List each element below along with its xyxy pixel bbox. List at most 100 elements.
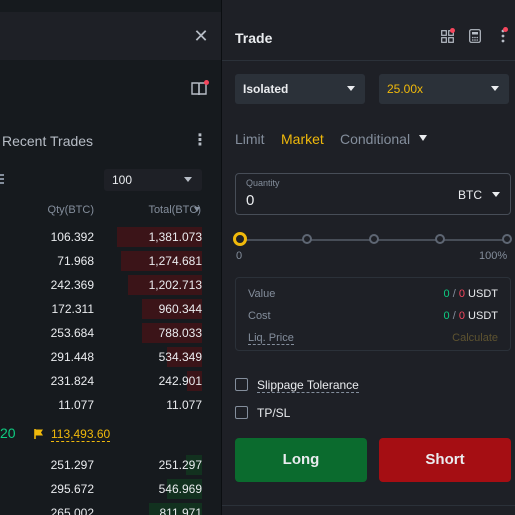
ask-total: 960.344 <box>158 302 202 316</box>
tab-market[interactable]: Market <box>281 131 324 147</box>
qty-column-header: Qty(BTC) <box>47 204 94 216</box>
bid-total: 251.297 <box>158 458 202 472</box>
ask-qty: 172.311 <box>51 302 95 316</box>
value-amount: 0 / 0 USDT <box>443 288 498 300</box>
slider-step-75[interactable] <box>435 234 445 244</box>
bid-depth-bar <box>167 479 202 499</box>
ask-depth-bar <box>142 299 202 319</box>
recent-trades-title: Recent Trades <box>2 133 94 149</box>
chevron-down-icon[interactable] <box>419 135 427 141</box>
tpsl-checkbox[interactable] <box>235 406 248 419</box>
margin-mode-select[interactable]: Isolated <box>235 74 365 104</box>
symbol-header-strip <box>0 12 222 60</box>
ask-total: 788.033 <box>158 326 202 340</box>
ask-depth-bar <box>128 275 202 295</box>
ask-total: 242.901 <box>158 374 202 388</box>
close-icon[interactable]: ✕ <box>193 26 209 46</box>
long-button[interactable]: Long <box>235 438 367 482</box>
slider-max-label: 100% <box>479 250 508 262</box>
ask-row[interactable]: 106.392 1,381.073 <box>0 226 222 248</box>
bid-qty: 295.672 <box>50 482 94 496</box>
quantity-field[interactable]: Quantity 0 BTC <box>235 173 511 215</box>
slider-step-50[interactable] <box>369 234 379 244</box>
bid-qty: 251.297 <box>50 458 94 472</box>
header-divider <box>222 60 515 61</box>
ask-row[interactable]: 291.448 534.349 <box>0 346 222 368</box>
bid-depth-bar <box>186 455 202 475</box>
notification-dot <box>450 28 455 33</box>
bid-row[interactable]: 265.002 811.971 <box>0 502 222 515</box>
flag-icon <box>34 429 43 439</box>
bid-row[interactable]: 251.297 251.297 <box>0 454 222 476</box>
layout-icon[interactable] <box>0 174 4 186</box>
ask-total: 1,381.073 <box>148 230 202 244</box>
ask-qty: 11.077 <box>58 398 94 412</box>
bid-row[interactable]: 295.672 546.969 <box>0 478 222 500</box>
ask-depth-bar <box>117 227 202 247</box>
cost-amount: 0 / 0 USDT <box>443 310 498 322</box>
bid-total: 546.969 <box>158 482 202 496</box>
slippage-label[interactable]: Slippage Tolerance <box>257 378 359 393</box>
chevron-down-icon[interactable] <box>492 192 500 197</box>
trade-title: Trade <box>235 30 273 46</box>
quantity-label: Quantity <box>246 178 280 188</box>
quantity-input[interactable]: 0 <box>246 192 255 209</box>
ask-qty: 242.369 <box>50 278 94 292</box>
total-column-header[interactable]: Total(BTC) <box>148 204 201 216</box>
slider-step-25[interactable] <box>302 234 312 244</box>
calculator-icon[interactable] <box>469 29 481 43</box>
more-vertical-icon[interactable] <box>501 29 505 43</box>
bid-qty: 265.002 <box>50 506 94 515</box>
leverage-value: 25.00x <box>387 82 424 96</box>
slider-min-label: 0 <box>236 250 243 262</box>
ask-qty: 291.448 <box>50 350 94 364</box>
short-button[interactable]: Short <box>379 438 511 482</box>
panel-divider <box>221 0 222 515</box>
depth-select[interactable]: 100 <box>104 169 202 191</box>
trade-panel: Trade Isolated 25.00x Limit Market Condi… <box>222 0 515 515</box>
tpsl-label[interactable]: TP/SL <box>257 406 291 420</box>
ask-row[interactable]: 242.369 1,202.713 <box>0 274 222 296</box>
slider-step-100[interactable] <box>502 234 512 244</box>
slippage-checkbox[interactable] <box>235 378 248 391</box>
bid-total: 811.971 <box>159 506 203 515</box>
tab-conditional[interactable]: Conditional <box>340 131 411 147</box>
sort-caret-icon[interactable] <box>194 207 200 212</box>
tab-limit[interactable]: Limit <box>235 131 265 147</box>
bid-depth-bar <box>149 503 202 515</box>
ask-qty: 71.968 <box>57 254 94 268</box>
notification-dot <box>503 27 508 32</box>
ask-total: 534.349 <box>158 350 202 364</box>
order-book-panel: ✕ Recent Trades ⋮ 100 Qty(BTC) Total(BTC… <box>0 0 222 515</box>
depth-value: 100 <box>112 173 133 187</box>
order-info-box: Value 0 / 0 USDT Cost 0 / 0 USDT Liq. Pr… <box>235 277 511 351</box>
ask-row[interactable]: 231.824 242.901 <box>0 370 222 392</box>
footer-divider <box>222 505 515 506</box>
leverage-select[interactable]: 25.00x <box>379 74 509 104</box>
ask-depth-bar <box>121 251 202 271</box>
chevron-down-icon <box>184 177 192 182</box>
ask-total: 11.077 <box>166 398 202 412</box>
chevron-down-icon <box>491 86 499 91</box>
ask-qty: 253.684 <box>50 326 94 340</box>
slider-handle[interactable] <box>233 232 247 246</box>
chevron-down-icon <box>347 86 355 91</box>
ask-qty: 106.392 <box>50 230 94 244</box>
liq-price-calculate[interactable]: Calculate <box>452 332 498 344</box>
ask-row[interactable]: 253.684 788.033 <box>0 322 222 344</box>
ask-qty: 231.824 <box>50 374 94 388</box>
book-icon[interactable] <box>190 80 208 98</box>
more-options-icon[interactable]: ⋮ <box>192 132 208 149</box>
quantity-unit[interactable]: BTC <box>458 188 482 202</box>
ask-row[interactable]: 11.077 11.077 <box>0 394 222 416</box>
ask-total: 1,274.681 <box>148 254 202 268</box>
ask-depth-bar <box>167 347 202 367</box>
ask-row[interactable]: 71.968 1,274.681 <box>0 250 222 272</box>
notification-dot <box>204 80 209 85</box>
value-label: Value <box>248 288 276 300</box>
last-price: 20 <box>0 425 16 441</box>
mark-price[interactable]: 113,493.60 <box>51 427 111 442</box>
liq-price-label[interactable]: Liq. Price <box>248 332 294 345</box>
ask-total: 1,202.713 <box>148 278 202 292</box>
ask-row[interactable]: 172.311 960.344 <box>0 298 222 320</box>
